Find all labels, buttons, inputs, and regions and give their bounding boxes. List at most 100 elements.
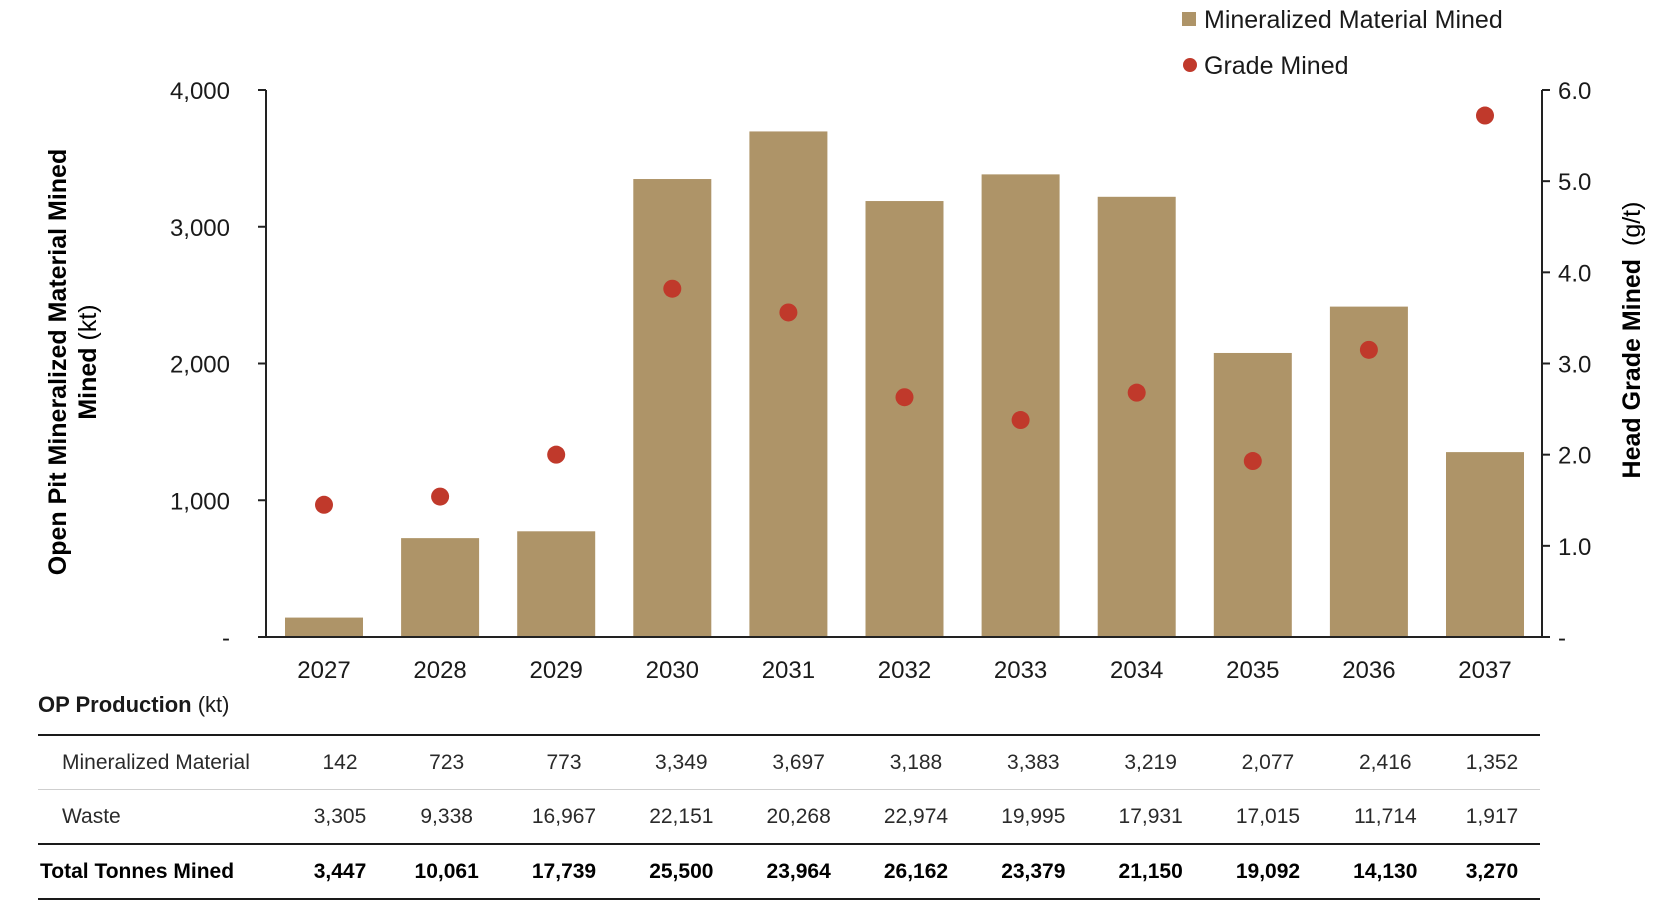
table-cell: 22,974 (857, 789, 975, 845)
table-cell: 142 (292, 734, 388, 790)
left-tick-label: 2,000 (170, 352, 230, 379)
bar-2030 (633, 179, 712, 638)
grade-point-2032 (895, 388, 914, 407)
production-chart: - 1,000 2,000 3,000 4,000 - 1.0 2.0 3.0 4.0 5.0 6.… (44, 6, 1646, 684)
table-cell: 17,739 (505, 844, 623, 900)
production-table: Mineralized Material 142 723 773 3,349 3,697 3… (38, 734, 1540, 900)
x-tick-2032: 2032 (878, 657, 931, 684)
table-cell: 723 (388, 734, 506, 790)
right-tick-label: 1.0 (1558, 534, 1591, 561)
table-cell: 3,447 (292, 844, 388, 900)
left-tick-label: - (222, 625, 230, 652)
table-title-unit: (kt) (197, 692, 230, 717)
grade-point-2027 (315, 495, 333, 514)
table-cell: 1,352 (1443, 734, 1540, 790)
table-cell: 25,500 (622, 844, 740, 900)
left-axis-title-unit: (kt) (74, 304, 102, 340)
right-tick-label: 5.0 (1558, 169, 1591, 196)
right-tick-label: 2.0 (1558, 443, 1591, 470)
table-cell: 773 (505, 734, 623, 790)
table-cell: 16,967 (505, 789, 623, 845)
x-tick-2028: 2028 (413, 657, 466, 684)
table-cell: 17,015 (1209, 789, 1327, 845)
legend-dot-swatch (1183, 58, 1197, 72)
right-tick-label: 4.0 (1558, 260, 1591, 287)
table-cell: 17,931 (1091, 789, 1210, 845)
table-cell: 26,162 (857, 844, 975, 900)
table-cell: 9,338 (388, 789, 506, 845)
legend: Mineralized Material Mined Grade Mined (1182, 6, 1503, 80)
left-axis-title-line2: Mined (kt) (74, 304, 102, 419)
table-title-main: OP Production (38, 692, 192, 717)
table-cell: 20,268 (739, 789, 858, 845)
right-axis-title: Head Grade Mined (g/t) (1618, 202, 1646, 479)
table-cell: 3,383 (974, 734, 1092, 790)
bar-2028 (401, 538, 480, 637)
left-tick-label: 4,000 (170, 78, 230, 105)
grade-point-2029 (547, 445, 566, 464)
bar-2031 (749, 131, 828, 638)
x-tick-2031: 2031 (762, 657, 815, 684)
table-cell: 22,151 (622, 789, 740, 845)
grade-point-2028 (431, 487, 450, 506)
x-tick-2036: 2036 (1342, 657, 1395, 684)
right-tick-label: - (1558, 625, 1566, 652)
table-title: OP Production (kt) (38, 692, 230, 718)
right-tick-label: 3.0 (1558, 352, 1591, 379)
bar-2036 (1329, 306, 1408, 637)
table-row: Waste 3,305 9,338 16,967 22,151 20,268 22,974 1… (38, 789, 1540, 845)
table-cell: 2,077 (1209, 734, 1327, 790)
x-tick-2030: 2030 (646, 657, 699, 684)
legend-bar-label: Mineralized Material Mined (1204, 6, 1503, 34)
table-cell: 3,188 (857, 734, 975, 790)
left-tick-label: 3,000 (170, 215, 230, 242)
x-tick-2035: 2035 (1226, 657, 1279, 684)
grade-series (315, 106, 1494, 514)
right-axis-ticks: - 1.0 2.0 3.0 4.0 5.0 6.0 (1542, 78, 1591, 652)
table-cell: 11,714 (1326, 789, 1444, 845)
bar-series (285, 131, 1524, 638)
right-axis-title-unit: (g/t) (1618, 202, 1646, 246)
x-tick-2034: 2034 (1110, 657, 1163, 684)
right-tick-label: 6.0 (1558, 78, 1591, 105)
table-cell: 23,379 (974, 844, 1092, 900)
grade-point-2034 (1127, 383, 1146, 402)
left-axis-title-main: Open Pit Mineralized Material Mined (44, 149, 72, 575)
table-row: Total Tonnes Mined 3,447 10,061 17,739 25,50… (38, 844, 1540, 900)
row-label: Mineralized Material (38, 734, 292, 790)
table-cell: 10,061 (388, 844, 506, 900)
table-cell: 3,270 (1443, 844, 1540, 900)
grade-point-2031 (779, 303, 798, 322)
table-cell: 3,697 (739, 734, 858, 790)
table-cell: 19,995 (974, 789, 1092, 845)
grade-point-2036 (1359, 340, 1378, 359)
grade-point-2030 (663, 279, 682, 298)
table-cell: 19,092 (1209, 844, 1327, 900)
x-tick-2027: 2027 (297, 657, 350, 684)
left-axis-title: Open Pit Mineralized Material Mined (44, 149, 72, 575)
x-axis-ticks: 2027 2028 2029 2030 2031 2032 2033 2034 2035 2036… (297, 657, 1511, 684)
table-row: Mineralized Material 142 723 773 3,349 3,697 3… (38, 734, 1540, 790)
bar-2027 (285, 617, 363, 637)
table-cell: 3,219 (1091, 734, 1210, 790)
x-tick-2029: 2029 (530, 657, 583, 684)
legend-dot-label: Grade Mined (1204, 52, 1349, 80)
row-label: Waste (38, 789, 292, 845)
bar-2034 (1097, 196, 1176, 637)
grade-point-2035 (1243, 452, 1262, 471)
x-tick-2033: 2033 (994, 657, 1047, 684)
table-cell: 1,917 (1443, 789, 1540, 845)
legend-bar-swatch (1182, 12, 1196, 26)
table-cell: 3,349 (622, 734, 740, 790)
x-tick-2037: 2037 (1458, 657, 1511, 684)
table-cell: 23,964 (739, 844, 858, 900)
right-axis-title-main: Head Grade Mined (1618, 259, 1646, 479)
left-tick-label: 1,000 (170, 488, 230, 515)
bar-2029 (517, 531, 596, 637)
bar-2033 (981, 174, 1060, 637)
bar-2035 (1213, 352, 1292, 637)
bar-2037 (1446, 452, 1524, 637)
table-cell: 21,150 (1091, 844, 1210, 900)
left-axis-ticks: - 1,000 2,000 3,000 4,000 (170, 78, 266, 652)
grade-point-2033 (1011, 411, 1030, 430)
